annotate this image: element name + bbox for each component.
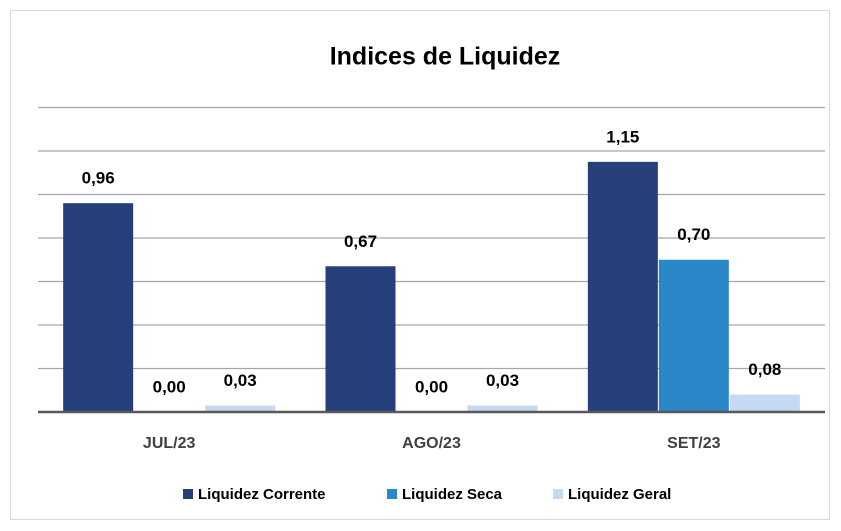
legend-swatch	[387, 489, 397, 499]
x-tick-label: JUL/23	[143, 435, 196, 452]
data-label: 0,03	[486, 371, 519, 390]
bar	[467, 405, 538, 412]
data-label: 0,96	[82, 169, 115, 188]
bar	[63, 203, 134, 412]
legend-swatch	[183, 489, 193, 499]
bar	[729, 394, 800, 412]
bar	[205, 405, 276, 412]
x-tick-label: AGO/23	[402, 435, 461, 452]
legend-label: Liquidez Corrente	[198, 486, 326, 503]
legend-label: Liquidez Geral	[568, 486, 671, 503]
data-label: 0,08	[748, 360, 781, 379]
data-label: 1,15	[606, 127, 639, 146]
data-label: 0,00	[153, 377, 186, 396]
x-tick-label: SET/23	[667, 435, 720, 452]
legend-label: Liquidez Seca	[402, 486, 503, 503]
chart-title: Indices de Liquidez	[330, 43, 561, 71]
data-label: 0,00	[415, 377, 448, 396]
bar	[658, 259, 729, 412]
bar	[587, 161, 658, 412]
data-label: 0,03	[224, 371, 257, 390]
data-label: 0,67	[344, 232, 377, 251]
legend-swatch	[553, 489, 563, 499]
bar	[325, 266, 396, 412]
data-label: 0,70	[677, 225, 710, 244]
